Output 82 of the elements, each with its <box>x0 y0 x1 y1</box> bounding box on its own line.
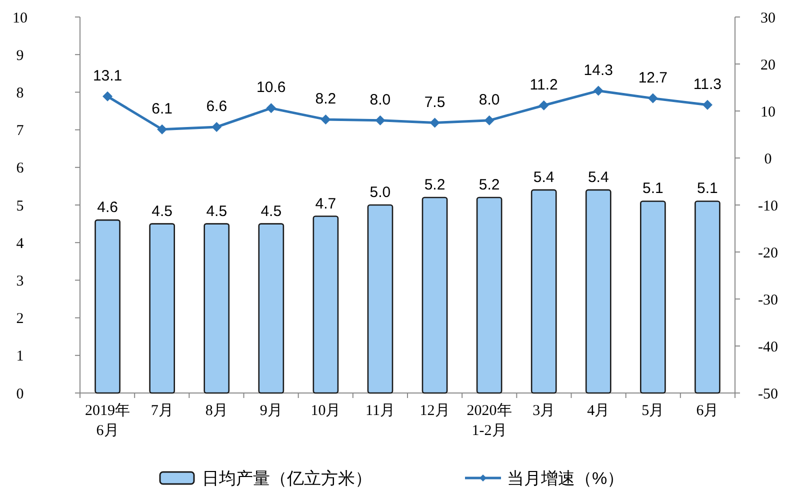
data-label: 4.6 <box>97 199 118 216</box>
bar <box>585 189 612 394</box>
data-label: 4.5 <box>206 202 228 220</box>
y-tick-label: 4 <box>16 236 24 252</box>
x-tick-label: 2019年 6月 <box>85 402 130 439</box>
data-label: 6.1 <box>152 100 173 118</box>
x-tick-label: 3月 <box>532 403 556 419</box>
data-label: 4.5 <box>260 202 282 220</box>
y2-tick-label: -20 <box>758 245 778 262</box>
bar <box>640 200 666 394</box>
point <box>648 93 658 104</box>
bar <box>367 204 394 394</box>
point <box>593 86 604 96</box>
data-label: 11.3 <box>693 76 722 93</box>
data-label: 5.2 <box>478 176 500 194</box>
point <box>484 115 494 126</box>
point <box>702 100 712 110</box>
y2-tick-label: 30 <box>760 10 776 26</box>
data-label: 5.1 <box>697 180 718 198</box>
legend-label: 当月增速（%） <box>507 468 624 488</box>
y-tick-label: 8 <box>16 85 24 102</box>
y-tick-label: 6 <box>16 160 24 177</box>
y-tick-label: 5 <box>16 198 24 214</box>
point <box>266 103 276 114</box>
data-label: 12.7 <box>638 69 668 86</box>
y2-tick-label: 20 <box>760 57 776 74</box>
x-tick-label: 7月 <box>150 403 174 419</box>
x-tick-label: 12月 <box>420 403 450 419</box>
bar <box>694 200 720 394</box>
data-label: 5.0 <box>370 184 391 201</box>
data-label: 5.2 <box>424 176 446 194</box>
data-label: 8.0 <box>478 91 500 108</box>
data-label: 8.2 <box>315 90 336 108</box>
y2-tick-label: -40 <box>758 339 778 356</box>
bar <box>422 196 448 394</box>
data-label: 5.4 <box>588 168 609 186</box>
point <box>102 91 113 102</box>
y-tick-label: 1 <box>16 348 24 365</box>
y2-tick-label: -50 <box>758 386 778 402</box>
data-label: 5.4 <box>533 168 554 186</box>
y-tick-label: 0 <box>16 386 24 402</box>
x-tick-label: 9月 <box>260 403 282 419</box>
point <box>538 100 549 110</box>
y2-tick-label: -30 <box>758 292 778 308</box>
y-tick-label: 9 <box>16 48 24 64</box>
x-tick-label: 2020年 1-2月 <box>466 402 512 439</box>
data-label: 13.1 <box>92 67 122 84</box>
data-label: 4.5 <box>152 202 173 220</box>
x-tick-label: 11月 <box>366 403 395 419</box>
y2-tick-label: 0 <box>764 151 772 168</box>
data-label: 14.3 <box>584 62 613 79</box>
point <box>157 124 168 134</box>
y-tick-label: 7 <box>16 123 24 140</box>
bar <box>204 223 230 394</box>
x-tick-label: 8月 <box>205 403 228 419</box>
data-label: 7.5 <box>424 94 446 111</box>
bar <box>258 223 284 394</box>
bar <box>476 196 502 394</box>
bar <box>149 223 175 394</box>
y-tick-label: 2 <box>16 311 24 328</box>
bar <box>94 219 120 394</box>
legend-label: 日均产量（亿立方米） <box>202 468 372 488</box>
point <box>320 114 331 124</box>
x-tick-label: 6月 <box>696 403 719 419</box>
point <box>212 122 222 132</box>
data-label: 6.6 <box>206 98 228 115</box>
x-tick-label: 4月 <box>587 403 610 419</box>
y-tick-label: 10 <box>12 10 28 26</box>
data-label: 10.6 <box>256 79 286 96</box>
data-label: 11.2 <box>530 76 558 94</box>
y2-tick-label: -10 <box>758 198 778 214</box>
y-tick-label: 3 <box>16 273 24 290</box>
data-label: 4.7 <box>315 195 336 212</box>
data-label: 8.0 <box>370 91 391 108</box>
bar <box>312 216 339 394</box>
x-tick-label: 10月 <box>310 403 341 419</box>
point <box>375 115 386 126</box>
y2-tick-label: 10 <box>760 104 776 120</box>
bar <box>530 189 557 394</box>
data-label: 5.1 <box>642 180 664 198</box>
x-tick-label: 5月 <box>642 403 664 419</box>
point <box>430 118 440 128</box>
